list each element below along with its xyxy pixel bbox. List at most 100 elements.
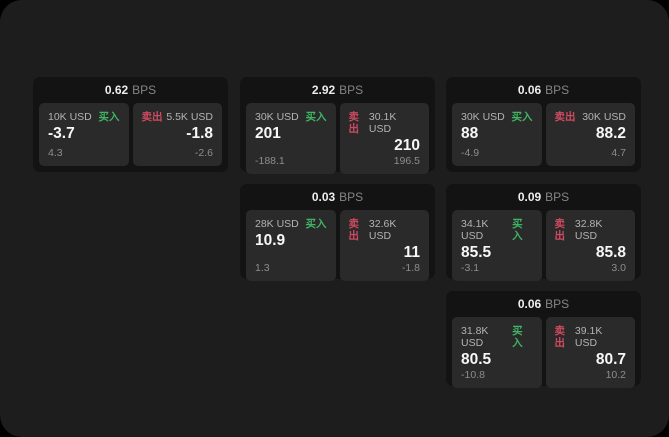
sell-tile-top: 卖出 30.1K USD xyxy=(349,111,421,135)
bps-value: 0.06 xyxy=(517,297,542,311)
bps-value: 2.92 xyxy=(311,83,336,97)
buy-sub-value: -3.1 xyxy=(461,262,480,274)
buy-price: 10.9 xyxy=(255,232,286,249)
bps-card: 0.62 BPS 10K USD 买入 -3.7 4.3 卖出 5.5K USD… xyxy=(33,77,228,172)
bps-header: 2.92 BPS xyxy=(240,77,435,103)
sell-price-tile[interactable]: 卖出 30K USD 88.2 4.7 xyxy=(545,103,635,166)
sell-tag: 卖出 xyxy=(554,111,576,123)
sell-price: 88.2 xyxy=(595,125,626,142)
sell-tile-top: 卖出 39.1K USD xyxy=(555,325,627,349)
bps-card: 0.06 BPS 30K USD 买入 88 -4.9 卖出 30K USD 8… xyxy=(446,77,641,172)
buy-price: 88 xyxy=(461,125,479,142)
buy-price-tile[interactable]: 31.8K USD 买入 80.5 -10.8 xyxy=(452,317,542,388)
bps-card: 2.92 BPS 30K USD 买入 201 -188.1 卖出 30.1K … xyxy=(240,77,435,174)
buy-sub-value: 1.3 xyxy=(255,262,270,274)
bps-unit-label: BPS xyxy=(545,83,570,97)
bps-card: 0.09 BPS 34.1K USD 买入 85.5 -3.1 卖出 32.8K… xyxy=(446,184,641,281)
buy-price-tile[interactable]: 10K USD 买入 -3.7 4.3 xyxy=(39,103,129,166)
sell-notional: 32.8K USD xyxy=(574,218,603,242)
bps-unit-label: BPS xyxy=(339,190,364,204)
buy-tag: 买入 xyxy=(98,111,120,123)
buy-price: 85.5 xyxy=(461,244,492,261)
buy-tag: 买入 xyxy=(305,111,327,123)
bps-card: 0.06 BPS 31.8K USD 买入 80.5 -10.8 卖出 39.1… xyxy=(446,291,641,388)
sell-price: 210 xyxy=(394,137,420,154)
buy-price-tile[interactable]: 30K USD 买入 88 -4.9 xyxy=(452,103,542,166)
buy-notional: 30K USD xyxy=(255,111,299,123)
buy-notional: 10K USD xyxy=(48,111,92,123)
sell-tag: 卖出 xyxy=(348,218,360,242)
sell-price: 85.8 xyxy=(595,244,626,261)
buy-price: 201 xyxy=(255,125,281,142)
bps-header: 0.62 BPS xyxy=(33,77,228,103)
buy-tag: 买入 xyxy=(512,325,523,349)
buy-notional: 34.1K USD xyxy=(461,218,489,242)
sell-sub-value: -1.8 xyxy=(401,262,420,274)
buy-sub-value: -188.1 xyxy=(255,155,285,167)
price-tiles: 30K USD 买入 201 -188.1 卖出 30.1K USD 210 1… xyxy=(240,103,435,180)
buy-price-tile[interactable]: 28K USD 买入 10.9 1.3 xyxy=(246,210,336,281)
sell-sub-value: -2.6 xyxy=(194,147,213,159)
buy-sub-value: -4.9 xyxy=(461,147,480,159)
bps-unit-label: BPS xyxy=(545,190,570,204)
sell-tag: 卖出 xyxy=(554,325,566,349)
bps-unit-label: BPS xyxy=(545,297,570,311)
sell-price: 80.7 xyxy=(595,351,626,368)
sell-tag: 卖出 xyxy=(554,218,566,242)
sell-sub-value: 10.2 xyxy=(605,369,626,381)
bps-value: 0.09 xyxy=(517,190,542,204)
sell-notional: 5.5K USD xyxy=(166,111,213,123)
buy-price-tile[interactable]: 34.1K USD 买入 85.5 -3.1 xyxy=(452,210,542,281)
price-tiles: 31.8K USD 买入 80.5 -10.8 卖出 39.1K USD 80.… xyxy=(446,317,641,394)
bps-value: 0.03 xyxy=(311,190,336,204)
sell-tile-top: 卖出 30K USD xyxy=(555,111,627,123)
buy-sub-value: -10.8 xyxy=(461,369,485,381)
sell-tile-top: 卖出 32.6K USD xyxy=(349,218,421,242)
bps-card: 0.03 BPS 28K USD 买入 10.9 1.3 卖出 32.6K US… xyxy=(240,184,435,281)
sell-notional: 32.6K USD xyxy=(368,218,397,242)
buy-price: 80.5 xyxy=(461,351,492,368)
sell-price: -1.8 xyxy=(186,125,213,142)
price-tiles: 34.1K USD 买入 85.5 -3.1 卖出 32.8K USD 85.8… xyxy=(446,210,641,287)
buy-notional: 28K USD xyxy=(255,218,299,230)
sell-sub-value: 196.5 xyxy=(393,155,420,167)
sell-sub-value: 4.7 xyxy=(611,147,626,159)
sell-price-tile[interactable]: 卖出 39.1K USD 80.7 10.2 xyxy=(545,317,635,388)
sell-sub-value: 3.0 xyxy=(611,262,626,274)
sell-price-tile[interactable]: 卖出 5.5K USD -1.8 -2.6 xyxy=(132,103,222,166)
buy-tile-top: 31.8K USD 买入 xyxy=(461,325,533,349)
bps-header: 0.03 BPS xyxy=(240,184,435,210)
buy-tile-top: 10K USD 买入 xyxy=(48,111,120,123)
buy-notional: 31.8K USD xyxy=(461,325,489,349)
buy-price: -3.7 xyxy=(48,125,75,142)
bps-value: 0.06 xyxy=(517,83,542,97)
sell-tag: 卖出 xyxy=(141,111,163,123)
bps-header: 0.06 BPS xyxy=(446,291,641,317)
price-tiles: 30K USD 买入 88 -4.9 卖出 30K USD 88.2 4.7 xyxy=(446,103,641,172)
buy-tile-top: 30K USD 买入 xyxy=(255,111,327,123)
buy-tag: 买入 xyxy=(305,218,327,230)
sell-price-tile[interactable]: 卖出 32.6K USD 11 -1.8 xyxy=(339,210,429,281)
buy-price-tile[interactable]: 30K USD 买入 201 -188.1 xyxy=(246,103,336,174)
buy-sub-value: 4.3 xyxy=(48,147,63,159)
sell-notional: 30.1K USD xyxy=(368,111,397,135)
sell-price: 11 xyxy=(403,244,420,261)
buy-notional: 30K USD xyxy=(461,111,505,123)
bps-value: 0.62 xyxy=(104,83,129,97)
bps-unit-label: BPS xyxy=(132,83,157,97)
bps-unit-label: BPS xyxy=(339,83,364,97)
buy-tag: 买入 xyxy=(511,111,533,123)
price-tiles: 10K USD 买入 -3.7 4.3 卖出 5.5K USD -1.8 -2.… xyxy=(33,103,228,172)
buy-tile-top: 30K USD 买入 xyxy=(461,111,533,123)
sell-price-tile[interactable]: 卖出 32.8K USD 85.8 3.0 xyxy=(545,210,635,281)
sell-notional: 30K USD xyxy=(582,111,626,123)
sell-price-tile[interactable]: 卖出 30.1K USD 210 196.5 xyxy=(339,103,429,174)
sell-tile-top: 卖出 32.8K USD xyxy=(555,218,627,242)
buy-tile-top: 34.1K USD 买入 xyxy=(461,218,533,242)
sell-tile-top: 卖出 5.5K USD xyxy=(142,111,214,123)
buy-tag: 买入 xyxy=(512,218,523,242)
bps-header: 0.06 BPS xyxy=(446,77,641,103)
buy-tile-top: 28K USD 买入 xyxy=(255,218,327,230)
price-tiles: 28K USD 买入 10.9 1.3 卖出 32.6K USD 11 -1.8 xyxy=(240,210,435,287)
